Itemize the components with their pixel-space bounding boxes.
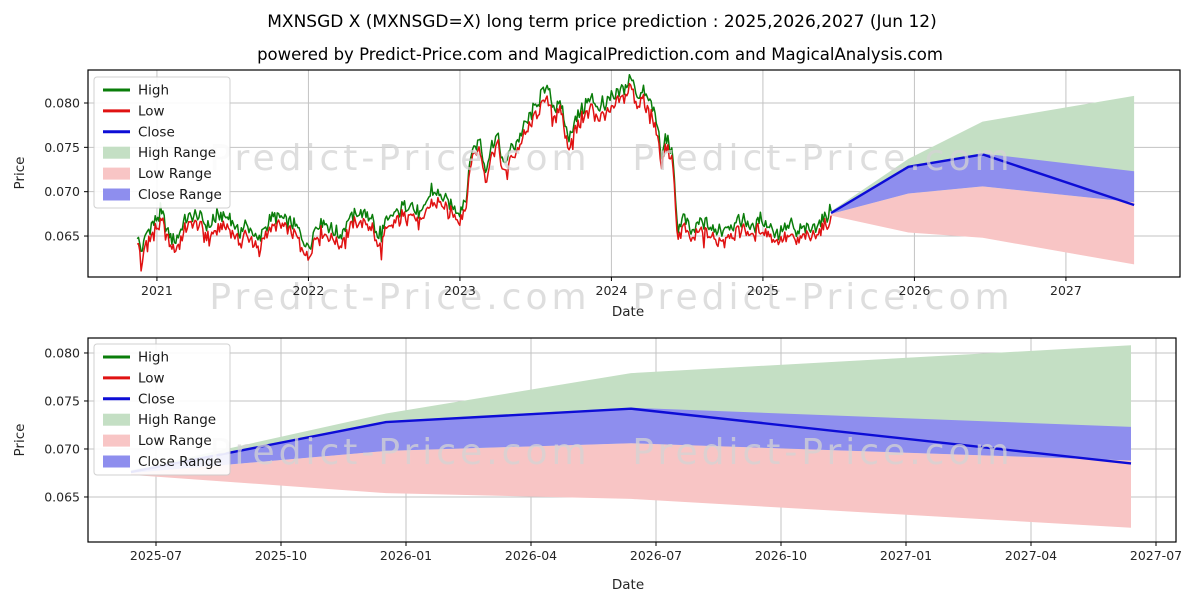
forecast-legend: High Low Close High Range Low Range Close Ran… xyxy=(93,343,231,476)
legend-label: Low Range xyxy=(138,166,212,182)
y-tick-label: 0.080 xyxy=(44,345,80,360)
x-tick-label: 2025-10 xyxy=(255,548,307,563)
y-tick-label: 0.070 xyxy=(44,184,80,199)
main-axes: 2021 2022 2023 2024 2025 2026 2027 0.065 0.070 0.… xyxy=(12,95,1082,320)
high-line xyxy=(136,73,832,252)
legend-label: Low xyxy=(138,103,165,119)
close-line xyxy=(830,153,1135,215)
forecast-chart: Predict-Price.com Predict-Price.com2025-0… xyxy=(12,337,1182,593)
y-tick-label: 0.075 xyxy=(44,393,80,408)
x-tick-label: 2024 xyxy=(596,283,628,298)
y-tick-label: 0.065 xyxy=(44,229,80,244)
x-tick-label: 2026-04 xyxy=(505,548,557,563)
figure-subtitle: powered by Predict-Price.com and Magical… xyxy=(257,45,943,64)
watermark-text: Predict-Price.com xyxy=(632,138,1013,179)
x-tick-label: 2025 xyxy=(747,283,779,298)
watermark-text: Predict-Price.com xyxy=(209,138,590,179)
forecast-plot-area xyxy=(130,345,1132,528)
watermark-text: Predict-Price.com xyxy=(632,277,1013,318)
x-tick-label: 2023 xyxy=(444,283,476,298)
x-tick-label: 2027-01 xyxy=(880,548,932,563)
main-legend: High Low Close High Range Low Range Close Ran… xyxy=(93,76,231,209)
x-tick-label: 2027 xyxy=(1050,283,1082,298)
x-tick-label: 2025-07 xyxy=(130,548,182,563)
close-line xyxy=(130,407,1132,474)
x-axis-label: Date xyxy=(612,304,644,320)
legend-swatch-low_range xyxy=(103,167,130,180)
low-line xyxy=(136,82,832,272)
figure-title: MXNSGD X (MXNSGD=X) long term price pred… xyxy=(267,12,937,32)
x-tick-label: 2026-01 xyxy=(380,548,432,563)
y-axis-label: Price xyxy=(12,157,28,190)
y-tick-label: 0.080 xyxy=(44,95,80,110)
main-plot-border xyxy=(87,69,1181,278)
watermark-text: Predict-Price.com xyxy=(209,277,590,318)
watermark-text: Predict-Price.com xyxy=(209,432,590,473)
y-tick-label: 0.070 xyxy=(44,441,80,456)
legend-label: Close Range xyxy=(138,187,222,203)
legend-swatch-high_range xyxy=(103,146,130,159)
main-plot-area xyxy=(136,73,1135,272)
legend-label: Low xyxy=(138,370,165,386)
x-tick-label: 2026-10 xyxy=(755,548,807,563)
x-tick-label: 2022 xyxy=(293,283,325,298)
y-tick-label: 0.075 xyxy=(44,140,80,155)
forecast-axes: 2025-07 2025-10 2026-01 2026-04 2026-07 2026-… xyxy=(12,345,1182,593)
legend-label: Close xyxy=(138,391,175,407)
legend-label: High xyxy=(138,350,169,366)
legend-label: Close xyxy=(138,124,175,140)
legend-label: High Range xyxy=(138,145,216,161)
watermark-text: Predict-Price.com xyxy=(632,432,1013,473)
x-tick-label: 2026-07 xyxy=(630,548,682,563)
legend-label: High Range xyxy=(138,412,216,428)
legend-label: High xyxy=(138,83,169,99)
legend-swatch-close_range xyxy=(103,455,130,468)
legend-swatch-low_range xyxy=(103,434,130,447)
forecast-plot-border xyxy=(87,337,1177,543)
main-low-range-band xyxy=(831,186,1135,265)
x-axis-label: Date xyxy=(612,577,644,593)
legend-swatch-high_range xyxy=(103,413,130,426)
legend-swatch-close_range xyxy=(103,188,130,201)
legend-label: Low Range xyxy=(138,433,212,449)
y-tick-label: 0.065 xyxy=(44,489,80,504)
x-tick-label: 2027-07 xyxy=(1130,548,1182,563)
forecast-low-range-band xyxy=(131,443,1131,528)
legend-label: Close Range xyxy=(138,454,222,470)
main-chart: Predict-Price.com Predict-Price.com Predic… xyxy=(12,69,1181,320)
x-tick-label: 2026 xyxy=(899,283,931,298)
x-tick-label: 2021 xyxy=(141,283,173,298)
y-axis-label: Price xyxy=(12,424,28,457)
x-tick-label: 2027-04 xyxy=(1005,548,1057,563)
